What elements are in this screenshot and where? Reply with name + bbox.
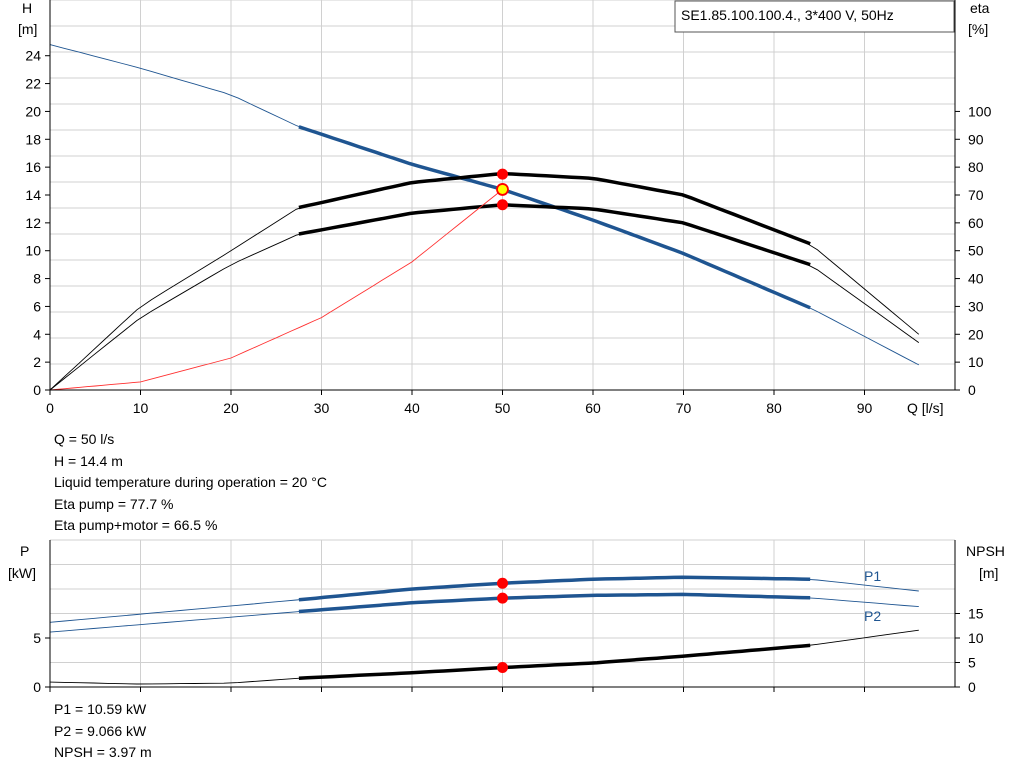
bottom-right-tick-label: 5 — [968, 655, 976, 671]
bottom-right-tick-label: 0 — [968, 679, 976, 695]
top-chart-markers — [496, 168, 509, 211]
top-left-tick-label: 2 — [33, 354, 41, 370]
x-tick-label: 90 — [857, 400, 873, 416]
bottom-chart-markers — [497, 577, 508, 674]
top-left-tick-label: 18 — [25, 131, 41, 147]
power-npsh-info: P1 = 10.59 kW P2 = 9.066 kW NPSH = 3.97 … — [54, 699, 152, 764]
top-right-tick-label: 90 — [968, 131, 984, 147]
top-operating-point-marker — [497, 199, 508, 211]
chart-title: SE1.85.100.100.4., 3*400 V, 50Hz — [681, 7, 894, 23]
eta-pump-readout: Eta pump = 77.7 % — [54, 495, 174, 512]
x-tick-label: 70 — [676, 400, 692, 416]
p2-readout: P2 = 9.066 kW — [54, 722, 147, 739]
x-tick-label: 50 — [495, 400, 511, 416]
x-tick-label: 20 — [223, 400, 239, 416]
top-chart-axes: 0246810121416182022240102030405060708090… — [25, 0, 992, 416]
bottom-left-axis-unit: [kW] — [8, 565, 36, 581]
top-left-tick-label: 22 — [25, 76, 41, 92]
top-left-tick-label: 0 — [33, 382, 41, 398]
bottom-operating-point-marker — [497, 592, 508, 604]
top-operating-point-marker — [496, 183, 509, 196]
top-operating-point-marker — [497, 168, 508, 180]
top-left-tick-label: 4 — [33, 326, 41, 342]
operating-point-info: Q = 50 l/s H = 14.4 m Liquid temperature… — [54, 429, 327, 537]
npsh-readout: NPSH = 3.97 m — [54, 744, 152, 760]
top-right-tick-label: 40 — [968, 271, 984, 287]
top-right-axis-label: eta — [970, 0, 990, 16]
bottom-operating-point-marker — [497, 577, 508, 589]
x-axis-label: Q [l/s] — [907, 400, 944, 416]
top-series-3-thin-line — [49, 189, 503, 391]
bottom-left-tick-label: 0 — [33, 679, 41, 695]
top-right-tick-label: 70 — [968, 187, 984, 203]
top-right-tick-label: 0 — [968, 382, 976, 398]
top-right-tick-label: 10 — [968, 354, 984, 370]
bottom-operating-point-marker — [497, 662, 508, 674]
bottom-right-tick-label: 10 — [968, 630, 984, 646]
top-right-tick-label: 100 — [968, 103, 992, 119]
top-chart-curves — [49, 44, 920, 391]
top-left-tick-label: 16 — [25, 159, 41, 175]
top-right-axis-unit: [%] — [968, 21, 988, 37]
bottom-right-tick-label: 15 — [968, 606, 984, 622]
top-series-1-bold-line — [298, 171, 811, 246]
bottom-left-tick-label: 5 — [33, 630, 41, 646]
top-left-axis-label: H — [22, 0, 32, 16]
top-left-tick-label: 12 — [25, 215, 41, 231]
bottom-right-axis-unit: [m] — [979, 565, 998, 581]
top-left-tick-label: 6 — [33, 298, 41, 314]
x-tick-label: 10 — [133, 400, 149, 416]
top-right-tick-label: 80 — [968, 159, 984, 175]
flow-readout: Q = 50 l/s — [54, 431, 115, 447]
top-left-tick-label: 10 — [25, 243, 41, 259]
top-left-axis-unit: [m] — [18, 21, 37, 37]
x-tick-label: 0 — [46, 400, 54, 416]
top-series-2-bold-line — [298, 203, 811, 267]
top-left-tick-label: 20 — [25, 103, 41, 119]
top-left-tick-label: 14 — [25, 187, 41, 203]
head-readout: H = 14.4 m — [54, 452, 123, 469]
bottom-left-axis-label: P — [20, 543, 29, 559]
top-series-0-bold-line — [298, 125, 811, 310]
top-left-tick-label: 24 — [25, 48, 41, 64]
p1-series-label: P1 — [864, 568, 881, 584]
x-tick-label: 80 — [766, 400, 782, 416]
top-left-tick-label: 8 — [33, 271, 41, 287]
x-tick-label: 30 — [314, 400, 330, 416]
top-right-tick-label: 60 — [968, 215, 984, 231]
bottom-series-0-bold-line — [298, 575, 811, 602]
x-tick-label: 40 — [404, 400, 420, 416]
p2-series-label: P2 — [864, 608, 881, 624]
bottom-chart-curves — [49, 575, 919, 685]
top-right-tick-label: 20 — [968, 326, 984, 342]
p1-readout: P1 = 10.59 kW — [54, 701, 147, 717]
bottom-series-2-bold-line — [298, 643, 811, 680]
top-right-tick-label: 30 — [968, 298, 984, 314]
x-tick-label: 60 — [585, 400, 601, 416]
top-right-tick-label: 50 — [968, 243, 984, 259]
eta-pump-motor-readout: Eta pump+motor = 66.5 % — [54, 517, 218, 533]
liquid-temperature-readout: Liquid temperature during operation = 20… — [54, 474, 327, 490]
chart-title-box — [674, 0, 955, 33]
bottom-right-axis-label: NPSH — [966, 543, 1005, 559]
bottom-series-1-bold-line — [298, 592, 811, 614]
bottom-chart-axes: 0 5 0 5 10 15 — [33, 540, 984, 695]
